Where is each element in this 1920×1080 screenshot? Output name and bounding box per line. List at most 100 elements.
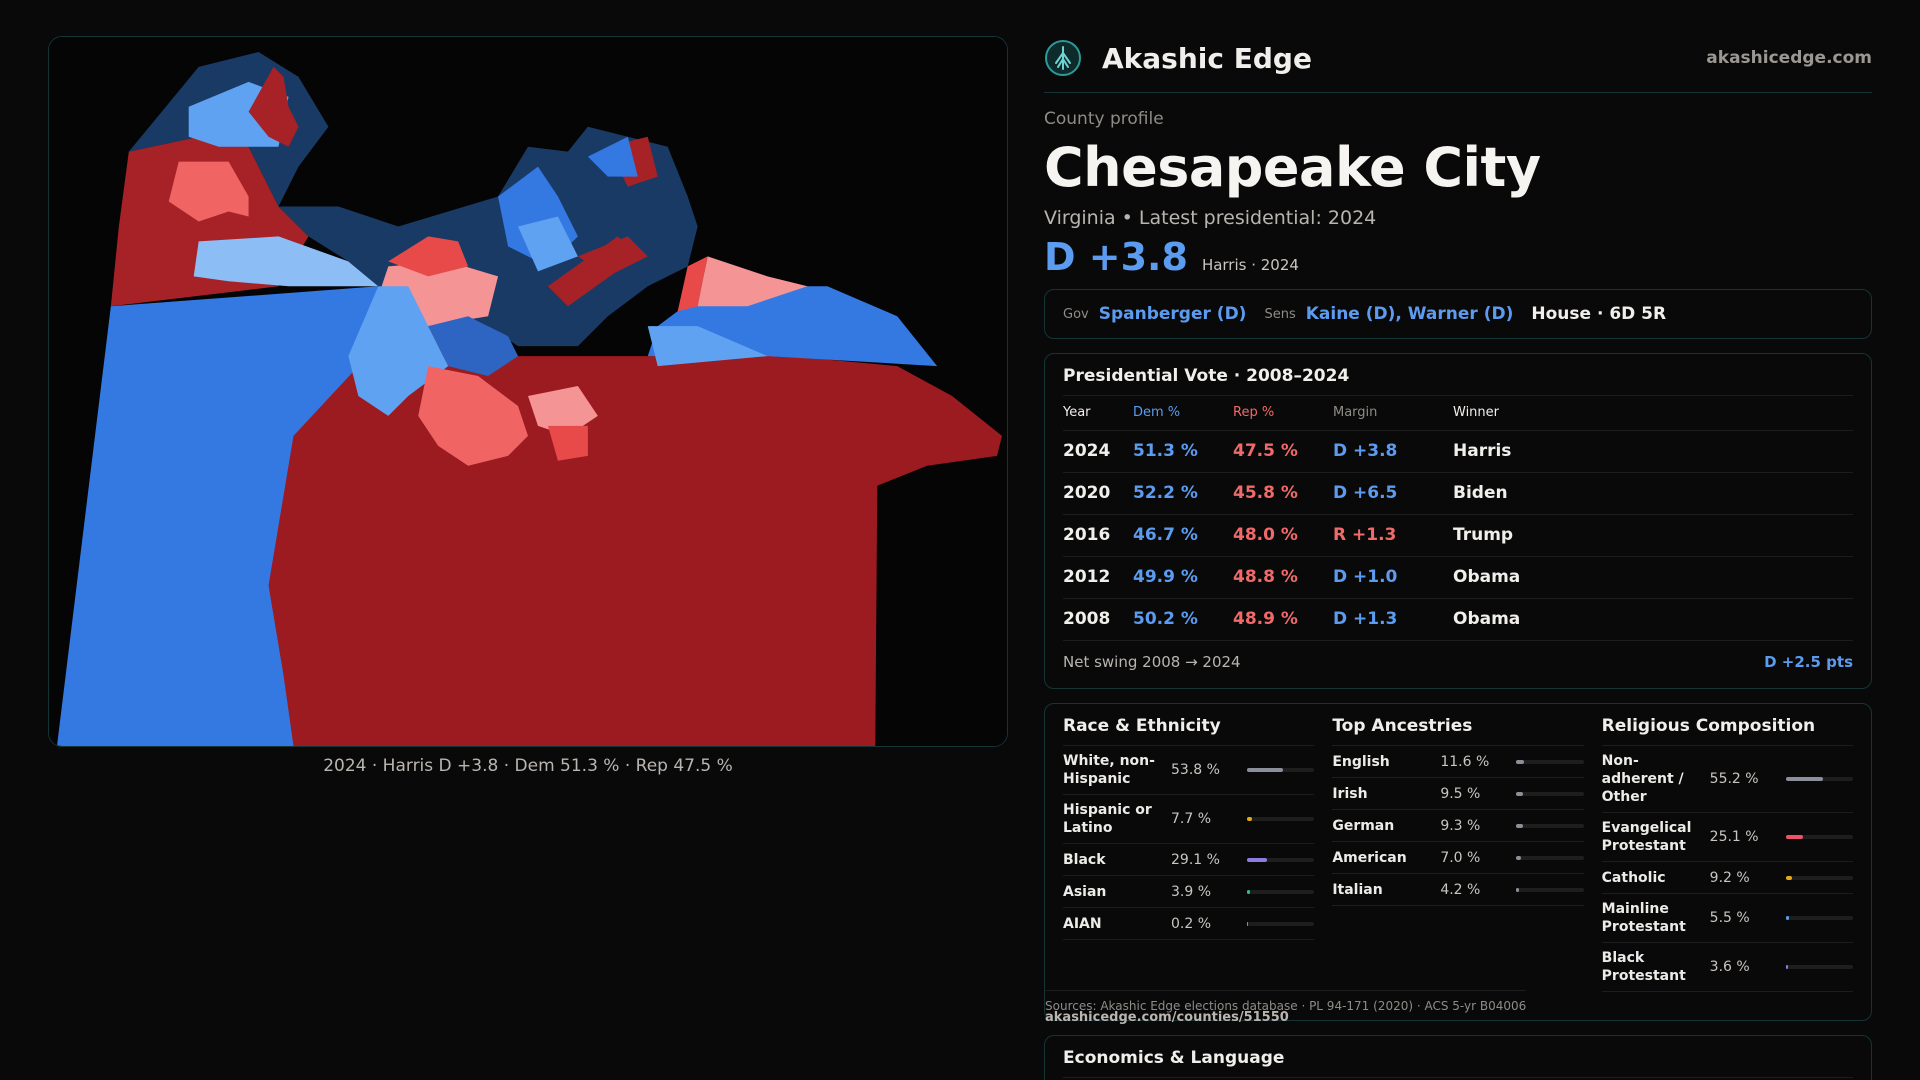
brand-header: Akashic Edge akashicedge.com <box>1044 36 1872 80</box>
officials-bar: Gov Spanberger (D) Sens Kaine (D), Warne… <box>1044 289 1872 339</box>
presidential-vote-table: Year Dem % Rep % Margin Winner 2024 51.3… <box>1063 396 1853 641</box>
table-row: 2008 50.2 % 48.9 % D +1.3 Obama <box>1063 598 1853 641</box>
race-label: Hispanic or Latino <box>1063 802 1152 836</box>
cell-dem: 50.2 % <box>1133 598 1233 641</box>
brand-domain-link[interactable]: akashicedge.com <box>1706 48 1872 68</box>
list-item: Asian 3.9 % <box>1063 876 1315 908</box>
ancestry-bar <box>1516 823 1584 828</box>
list-item: White, non-Hispanic 53.8 % <box>1063 746 1315 795</box>
list-item: Non-adherent / Other 55.2 % <box>1601 746 1853 813</box>
headline-margin: D +3.8 Harris · 2024 <box>1044 235 1872 279</box>
cell-winner: Obama <box>1453 598 1853 641</box>
cell-margin: D +3.8 <box>1333 430 1453 473</box>
county-profile-panel: Akashic Edge akashicedge.com County prof… <box>1044 36 1872 1080</box>
race-pct: 53.8 % <box>1171 762 1220 778</box>
race-bar <box>1247 889 1315 894</box>
brand-name[interactable]: Akashic Edge <box>1102 41 1312 75</box>
col-winner: Winner <box>1453 396 1853 431</box>
cell-margin: D +1.0 <box>1333 556 1453 599</box>
ancestry-title: Top Ancestries <box>1332 704 1584 746</box>
economics-card: Economics & Language <box>1044 1035 1872 1080</box>
list-item: Irish 9.5 % <box>1332 778 1584 810</box>
list-item: AIAN 0.2 % <box>1063 908 1315 940</box>
list-item: Catholic 9.2 % <box>1601 862 1853 894</box>
presidential-vote-title: Presidential Vote · 2008–2024 <box>1063 354 1853 396</box>
map-caption: 2024 · Harris D +3.8 · Dem 51.3 % · Rep … <box>323 756 733 776</box>
precinct-east-pink <box>697 256 808 307</box>
race-pct: 29.1 % <box>1171 851 1220 868</box>
precinct-east-red <box>677 256 708 312</box>
precinct-lightblue-2 <box>518 216 578 272</box>
cell-year: 2008 <box>1063 598 1133 641</box>
race-title: Race & Ethnicity <box>1063 704 1315 746</box>
cell-year: 2012 <box>1063 556 1133 599</box>
precinct-dark-central <box>278 126 698 347</box>
precinct-pink-south <box>418 366 528 466</box>
ancestry-label: Italian <box>1332 881 1383 898</box>
precinct-west <box>56 286 389 746</box>
religion-pct: 5.5 % <box>1709 910 1750 926</box>
list-item: Black Protestant 3.6 % <box>1601 943 1853 992</box>
religion-label: Black Protestant <box>1601 950 1686 984</box>
list-item: Evangelical Protestant 25.1 % <box>1601 813 1853 862</box>
cell-rep: 45.8 % <box>1233 472 1333 515</box>
ancestry-label: American <box>1332 849 1407 866</box>
religion-label: Non-adherent / Other <box>1601 753 1684 805</box>
cell-dem: 52.2 % <box>1133 472 1233 515</box>
list-item: Hispanic or Latino 7.7 % <box>1063 795 1315 844</box>
net-swing-value: D +2.5 pts <box>1764 652 1853 671</box>
source-url-link[interactable]: akashicedge.com/counties/51550 <box>1045 1010 1289 1025</box>
list-item: Mainline Protestant 5.5 % <box>1601 894 1853 943</box>
cell-year: 2024 <box>1063 430 1133 473</box>
headline-margin-value: D +3.8 <box>1044 235 1188 279</box>
ancestry-label: Irish <box>1332 785 1368 802</box>
precinct-red-south-small <box>547 425 588 461</box>
race-bar <box>1247 817 1315 821</box>
list-item: Black 29.1 % <box>1063 844 1315 876</box>
religion-bar <box>1785 916 1853 920</box>
ancestry-bar <box>1516 887 1584 892</box>
cell-rep: 47.5 % <box>1233 430 1333 473</box>
headline-margin-note: Harris · 2024 <box>1201 256 1299 274</box>
list-item: German 9.3 % <box>1332 810 1584 842</box>
religion-bar <box>1785 777 1853 781</box>
table-row: 2024 51.3 % 47.5 % D +3.8 Harris <box>1063 430 1853 473</box>
col-margin: Margin <box>1333 396 1453 431</box>
col-year: Year <box>1063 396 1133 431</box>
precinct-east-lightblue <box>647 326 768 367</box>
tree-icon[interactable] <box>1044 39 1082 77</box>
cell-dem: 51.3 % <box>1133 430 1233 473</box>
col-dem: Dem % <box>1133 396 1233 431</box>
list-item: English 11.6 % <box>1332 746 1584 778</box>
religion-pct: 3.6 % <box>1709 959 1750 975</box>
ancestry-pct: 9.5 % <box>1440 785 1481 802</box>
precinct-mid-blue-1 <box>428 316 519 377</box>
page-title: Chesapeake City <box>1044 136 1541 199</box>
ancestry-bar <box>1516 791 1584 796</box>
precinct-red-stripe <box>547 236 638 307</box>
cell-winner: Trump <box>1453 514 1853 557</box>
table-row: 2012 49.9 % 48.8 % D +1.0 Obama <box>1063 556 1853 599</box>
race-bar <box>1247 921 1315 926</box>
house-value: House · 6D 5R <box>1531 304 1667 324</box>
precinct-ne-blue <box>587 136 638 177</box>
table-row: 2016 46.7 % 48.0 % R +1.3 Trump <box>1063 514 1853 557</box>
gov-label: Gov <box>1063 306 1089 322</box>
precinct-map-svg <box>49 37 1007 746</box>
cell-year: 2020 <box>1063 472 1133 515</box>
religion-label: Catholic <box>1601 869 1666 886</box>
religion-bar <box>1785 875 1853 880</box>
ancestry-column: Top Ancestries English 11.6 % Irish 9.5 % … <box>1332 704 1584 992</box>
religion-bar <box>1785 835 1853 839</box>
religion-pct: 55.2 % <box>1709 771 1759 787</box>
cell-year: 2016 <box>1063 514 1133 557</box>
demographics-card: Race & Ethnicity White, non-Hispanic 53.8… <box>1044 703 1872 1025</box>
cell-winner: Biden <box>1453 472 1853 515</box>
cell-winner: Harris <box>1453 430 1853 473</box>
precinct-map[interactable] <box>48 36 1008 747</box>
race-bar <box>1247 857 1315 862</box>
col-rep: Rep % <box>1233 396 1333 431</box>
religion-pct: 9.2 % <box>1709 869 1750 886</box>
cell-rep: 48.8 % <box>1233 556 1333 599</box>
ancestry-pct: 11.6 % <box>1440 753 1490 770</box>
